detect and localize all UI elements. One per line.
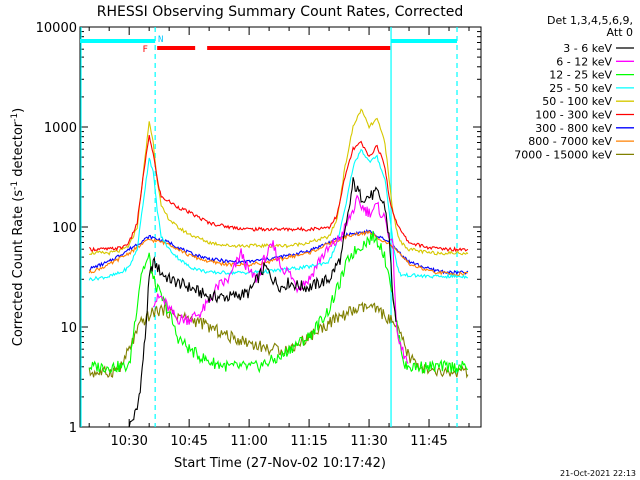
x-tick-label: 11:00 <box>230 434 267 449</box>
legend-entry-label: 6 - 12 keV <box>556 55 612 68</box>
legend-entry-label: 100 - 300 keV <box>535 109 612 122</box>
legend-entry-label: 3 - 6 keV <box>563 42 612 55</box>
series-line <box>152 194 409 364</box>
annotations: FN <box>142 35 163 55</box>
chart-title: RHESSI Observing Summary Count Rates, Co… <box>97 4 463 20</box>
x-tick-label: 11:15 <box>290 434 327 449</box>
legend-entry-label: 50 - 100 keV <box>542 95 612 108</box>
legend-entry-label: 7000 - 15000 keV <box>514 148 612 161</box>
y-tick-label: 1 <box>69 421 77 436</box>
annotation-label: N <box>158 35 163 45</box>
vertical-markers <box>80 27 458 427</box>
y-axis-label: Corrected Count Rate (s-1 detector-1) <box>10 108 26 346</box>
y-tick-label: 10 <box>60 321 77 336</box>
legend-header: Att 0 <box>607 26 633 39</box>
axis-ticks: 1 10 100 1000 10000 10:30 10:45 11:00 11:15 11:30… <box>36 21 481 449</box>
legend-header: Det 1,3,4,5,6,9, <box>547 14 633 27</box>
timestamp: 21-Oct-2021 22:13 <box>560 469 636 478</box>
x-axis-label: Start Time (27-Nov-02 10:17:42) <box>174 456 386 471</box>
status-bars <box>80 39 458 50</box>
series-lines <box>88 108 469 428</box>
series-line <box>128 177 397 428</box>
series-line <box>88 148 468 282</box>
annotation-label: F <box>142 45 147 55</box>
y-tick-label: 100 <box>52 221 77 236</box>
series-line <box>89 108 469 256</box>
y-tick-label: 1000 <box>44 121 77 136</box>
series-line <box>88 230 468 375</box>
x-tick-label: 11:30 <box>350 434 387 449</box>
y-tick-label: 10000 <box>36 21 77 36</box>
x-tick-label: 10:45 <box>170 434 207 449</box>
legend-entry-label: 25 - 50 keV <box>549 82 612 95</box>
series-line <box>88 301 469 379</box>
x-tick-label: 10:30 <box>110 434 147 449</box>
legend-entry-label: 300 - 800 keV <box>535 122 612 135</box>
legend-entry-label: 800 - 7000 keV <box>528 135 612 148</box>
series-line <box>88 135 469 253</box>
x-tick-label: 11:45 <box>410 434 447 449</box>
legend-entry-label: 12 - 25 keV <box>549 69 612 82</box>
series-line <box>89 228 469 276</box>
